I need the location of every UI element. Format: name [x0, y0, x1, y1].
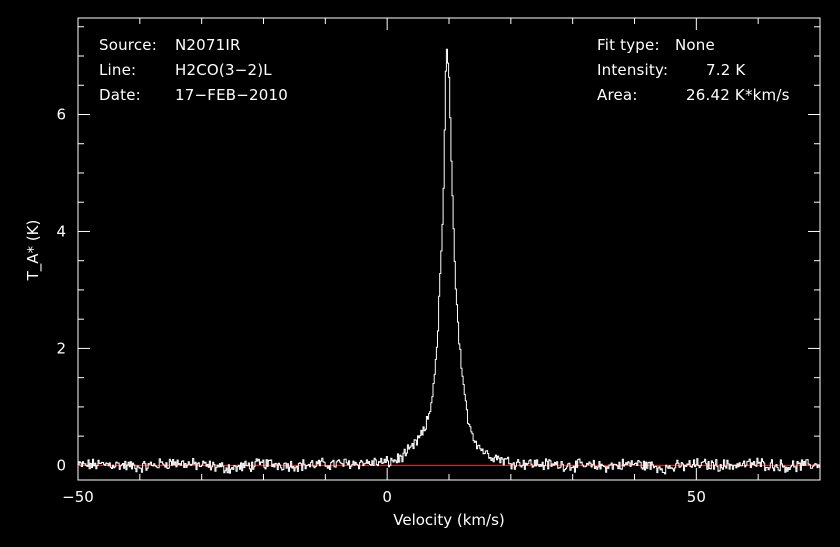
source-value: N2071IR — [175, 36, 241, 54]
x-tick-label: 50 — [687, 488, 706, 506]
date-label: Date: — [99, 86, 141, 104]
y-tick-label: 0 — [56, 456, 66, 474]
fit-type-label: Fit type: — [597, 36, 660, 54]
y-tick-label: 4 — [56, 222, 66, 240]
axis-ticks: −50 0 50 0 2 4 6 — [56, 18, 821, 506]
y-tick-label: 6 — [56, 105, 66, 123]
x-tick-label: −50 — [62, 488, 94, 506]
date-value: 17−FEB−2010 — [175, 86, 288, 104]
y-axis-label: T_A* (K) — [24, 220, 43, 282]
area-value: 26.42 K*km/s — [686, 86, 790, 104]
y-tick-label: 2 — [56, 339, 66, 357]
intensity-value: 7.2 K — [706, 61, 746, 79]
line-label: Line: — [99, 61, 137, 79]
x-tick-label: 0 — [382, 488, 392, 506]
spectrum-line — [78, 48, 820, 475]
x-axis-label: Velocity (km/s) — [393, 511, 504, 529]
fit-type-value: None — [675, 36, 715, 54]
intensity-label: Intensity: — [597, 61, 669, 79]
source-label: Source: — [99, 36, 157, 54]
line-value: H2CO(3−2)L — [175, 61, 272, 79]
area-label: Area: — [597, 86, 638, 104]
